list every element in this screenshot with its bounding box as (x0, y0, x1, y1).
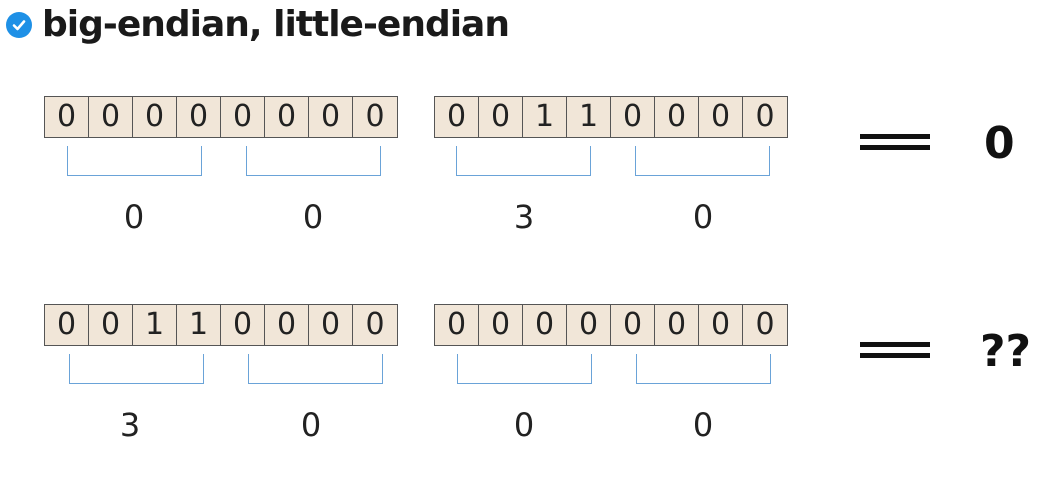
bit-cell: 0 (755, 307, 775, 342)
nibble-bracket (636, 354, 771, 384)
byte-block-2: 0 0 1 1 0 0 0 0 (434, 96, 788, 138)
byte-block-1: 0 0 0 0 0 0 0 0 (44, 96, 398, 138)
bit-cell: 0 (479, 305, 523, 345)
bit-cell: 0 (699, 97, 743, 137)
bit-cell: 0 (655, 305, 699, 345)
bit-cell: 0 (265, 97, 309, 137)
bit-cell: 0 (611, 97, 655, 137)
nibble-value: 3 (513, 198, 535, 236)
bit-cell: 0 (309, 97, 353, 137)
byte-row-1: 0 0 0 0 0 0 0 0 0 0 0 0 1 1 0 0 0 0 3 0 … (0, 96, 1050, 256)
byte-bits: 0 0 1 1 0 0 0 0 (434, 96, 788, 138)
byte-block-2: 0 0 0 0 0 0 0 0 (434, 304, 788, 346)
bit-cell: 0 (45, 97, 89, 137)
bit-cell: 0 (89, 305, 133, 345)
page-title: big-endian, little-endian (42, 4, 510, 45)
bit-cell: 1 (133, 305, 177, 345)
bit-cell: 0 (655, 97, 699, 137)
byte-block-1: 0 0 1 1 0 0 0 0 (44, 304, 398, 346)
nibble-value: 0 (513, 406, 535, 444)
nibble-bracket (67, 146, 202, 176)
nibble-value: 0 (692, 198, 714, 236)
result-value: ?? (980, 326, 1032, 377)
bit-cell: 0 (309, 305, 353, 345)
bit-cell: 0 (479, 97, 523, 137)
bit-cell: 1 (523, 97, 567, 137)
bit-cell: 0 (45, 305, 89, 345)
bit-cell: 0 (265, 305, 309, 345)
nibble-bracket (248, 354, 383, 384)
bit-cell: 0 (567, 305, 611, 345)
nibble-value: 0 (300, 406, 322, 444)
bit-cell: 0 (755, 99, 775, 134)
bit-cell: 1 (177, 305, 221, 345)
byte-bits: 0 0 0 0 0 0 0 0 (44, 96, 398, 138)
bit-cell: 1 (567, 97, 611, 137)
bit-cell: 0 (523, 305, 567, 345)
bit-cell: 0 (611, 305, 655, 345)
equals-sign (860, 342, 930, 358)
byte-bits: 0 0 1 1 0 0 0 0 (44, 304, 398, 346)
bit-cell: 0 (435, 305, 479, 345)
bit-cell: 0 (699, 305, 743, 345)
bit-cell: 0 (221, 97, 265, 137)
bit-cell: 0 (89, 97, 133, 137)
nibble-bracket (635, 146, 770, 176)
header: big-endian, little-endian (6, 4, 510, 45)
bit-cell: 0 (365, 307, 385, 342)
equals-sign (860, 134, 930, 150)
nibble-bracket (246, 146, 381, 176)
nibble-bracket (456, 146, 591, 176)
bit-cell: 0 (133, 97, 177, 137)
bit-cell: 0 (365, 99, 385, 134)
nibble-value: 0 (302, 198, 324, 236)
nibble-value: 0 (692, 406, 714, 444)
check-circle-icon (6, 11, 32, 38)
bit-cell: 0 (177, 97, 221, 137)
bit-cell: 0 (435, 97, 479, 137)
byte-bits: 0 0 0 0 0 0 0 0 (434, 304, 788, 346)
result-value: 0 (984, 118, 1015, 169)
nibble-value: 0 (123, 198, 145, 236)
nibble-bracket (69, 354, 204, 384)
bit-cell: 0 (221, 305, 265, 345)
byte-row-2: 0 0 1 1 0 0 0 0 3 0 0 0 0 0 0 0 0 0 0 0 … (0, 304, 1050, 464)
nibble-value: 3 (119, 406, 141, 444)
nibble-bracket (457, 354, 592, 384)
